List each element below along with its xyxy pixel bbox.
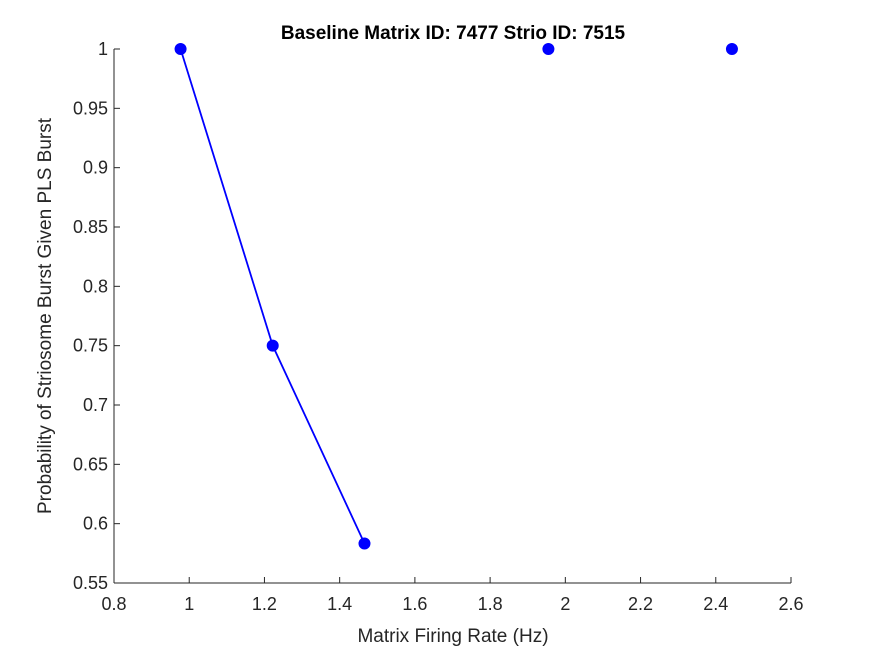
x-axis-label: Matrix Firing Rate (Hz) <box>357 626 548 647</box>
y-tick-label: 0.6 <box>83 514 108 534</box>
x-tick-label: 2.6 <box>778 594 803 614</box>
data-point <box>358 537 371 550</box>
y-tick-label: 0.55 <box>73 573 108 593</box>
y-tick-label: 0.8 <box>83 276 108 296</box>
x-tick-label: 2.2 <box>628 594 653 614</box>
y-tick-label: 0.65 <box>73 454 108 474</box>
x-tick-label: 1.6 <box>402 594 427 614</box>
x-tick-label: 1.8 <box>478 594 503 614</box>
y-tick-label: 0.7 <box>83 395 108 415</box>
x-tick-label: 0.8 <box>101 594 126 614</box>
x-tick-label: 1.4 <box>327 594 352 614</box>
series-line <box>179 48 366 544</box>
y-tick-label: 0.9 <box>83 158 108 178</box>
plot-area <box>174 43 738 550</box>
y-tick-label: 1 <box>98 39 108 59</box>
x-tick-label: 2.4 <box>703 594 728 614</box>
y-tick-label: 0.75 <box>73 336 108 356</box>
x-tick-label: 1 <box>184 594 194 614</box>
data-point <box>266 339 279 352</box>
y-tick-label: 0.95 <box>73 98 108 118</box>
y-tick-label: 0.85 <box>73 217 108 237</box>
data-point <box>542 43 555 55</box>
y-axis-label: Probability of Striosome Burst Given PLS… <box>35 117 56 514</box>
data-point <box>174 43 187 55</box>
x-tick-label: 1.2 <box>252 594 277 614</box>
chart-title: Baseline Matrix ID: 7477 Strio ID: 7515 <box>281 23 626 44</box>
axes: 0.8 1 1.2 1.4 1.6 1.8 2 2.2 2.4 2.6 0.55 0.6 0.65 0.7… <box>73 39 804 614</box>
x-tick-label: 2 <box>560 594 570 614</box>
data-point <box>725 43 738 55</box>
